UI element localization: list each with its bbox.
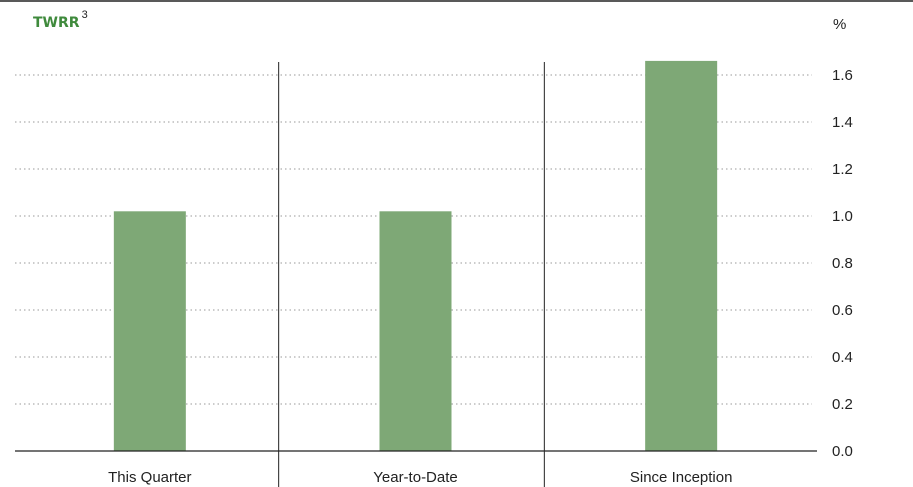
x-category-label: Since Inception: [630, 469, 733, 486]
y-axis-unit-label: %: [833, 16, 847, 33]
y-tick-label: 1.4: [832, 114, 853, 131]
chart-title-group: TWRR 3: [33, 9, 88, 32]
y-tick-label: 1.2: [832, 161, 853, 178]
x-category-label: Year-to-Date: [373, 469, 458, 486]
bar: [645, 60, 718, 452]
y-tick-label: 1.6: [832, 67, 853, 84]
bar: [113, 211, 186, 451]
y-tick-label: 0.2: [832, 396, 853, 413]
title-footnote-marker: 3: [81, 9, 88, 21]
y-tick-label: 0.0: [832, 443, 853, 460]
chart-title: TWRR: [33, 15, 80, 31]
y-tick-label: 1.0: [832, 208, 853, 225]
y-tick-label: 0.6: [832, 302, 853, 319]
y-tick-label: 0.8: [832, 255, 853, 272]
bar: [379, 211, 452, 451]
x-category-label: This Quarter: [108, 469, 191, 486]
y-tick-label: 0.4: [832, 349, 853, 366]
